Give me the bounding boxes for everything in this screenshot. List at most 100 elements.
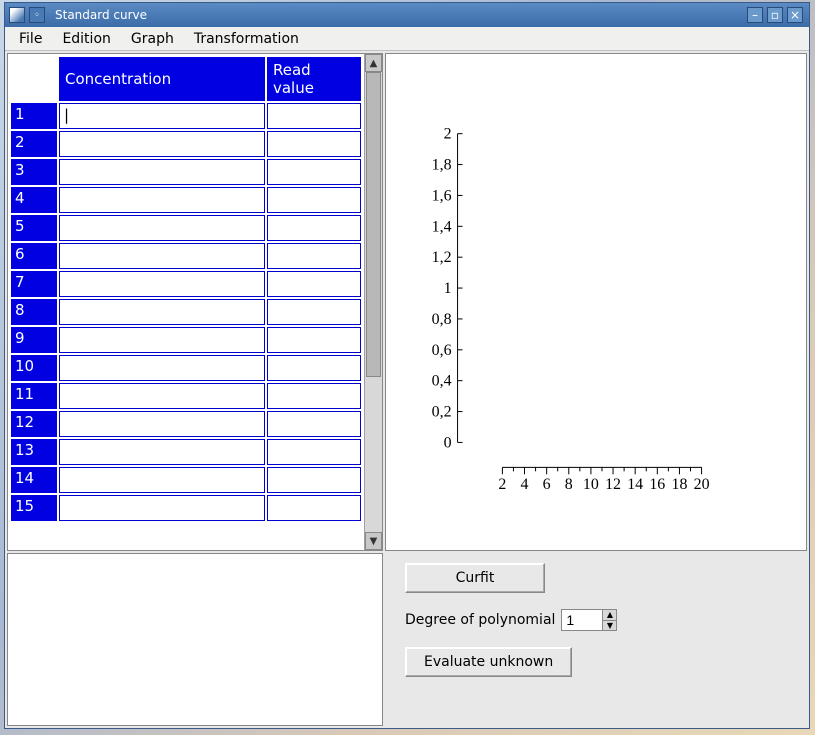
row-header[interactable]: 5 (11, 215, 57, 241)
svg-text:12: 12 (605, 476, 621, 493)
scroll-down-button[interactable]: ▼ (365, 532, 382, 550)
row-header[interactable]: 10 (11, 355, 57, 381)
scroll-track[interactable] (365, 72, 382, 532)
degree-spin-down[interactable]: ▼ (602, 621, 616, 631)
cell-readvalue[interactable] (267, 411, 361, 437)
row-header[interactable]: 12 (11, 411, 57, 437)
cell-readvalue[interactable] (267, 131, 361, 157)
cell-concentration[interactable] (59, 467, 265, 493)
row-header[interactable]: 3 (11, 159, 57, 185)
cell-concentration[interactable] (59, 383, 265, 409)
cell-concentration[interactable] (59, 495, 265, 521)
scroll-thumb[interactable] (366, 72, 381, 377)
cell-concentration[interactable]: | (59, 103, 265, 129)
cell-readvalue[interactable] (267, 187, 361, 213)
row-header[interactable]: 13 (11, 439, 57, 465)
cell-readvalue[interactable] (267, 299, 361, 325)
table-row: 8 (11, 299, 361, 325)
data-table-container: Concentration Read value 1|2345678910111… (7, 53, 383, 551)
svg-text:14: 14 (627, 476, 643, 493)
degree-spin-up[interactable]: ▲ (602, 610, 616, 621)
table-row: 14 (11, 467, 361, 493)
chart-area: 00,20,40,60,811,21,41,61,822468101214161… (385, 53, 807, 551)
cell-readvalue[interactable] (267, 243, 361, 269)
row-header[interactable]: 8 (11, 299, 57, 325)
lower-left-panel (7, 553, 383, 726)
svg-text:1: 1 (444, 280, 452, 297)
cell-concentration[interactable] (59, 187, 265, 213)
cell-concentration[interactable] (59, 355, 265, 381)
titlebar[interactable]: ◦ Standard curve – ▫ × (5, 3, 809, 27)
table-scrollbar[interactable]: ▲ ▼ (364, 54, 382, 550)
row-header[interactable]: 7 (11, 271, 57, 297)
svg-text:0,4: 0,4 (432, 373, 452, 390)
table-row: 6 (11, 243, 361, 269)
cell-readvalue[interactable] (267, 383, 361, 409)
cell-readvalue[interactable] (267, 159, 361, 185)
row-header[interactable]: 11 (11, 383, 57, 409)
cell-concentration[interactable] (59, 299, 265, 325)
col-header-readvalue[interactable]: Read value (267, 57, 361, 101)
svg-text:0: 0 (444, 434, 452, 451)
svg-text:0,2: 0,2 (432, 404, 452, 421)
svg-text:18: 18 (671, 476, 687, 493)
row-header[interactable]: 6 (11, 243, 57, 269)
evaluate-unknown-button[interactable]: Evaluate unknown (405, 647, 572, 677)
cell-concentration[interactable] (59, 243, 265, 269)
row-header[interactable]: 14 (11, 467, 57, 493)
cell-readvalue[interactable] (267, 215, 361, 241)
cell-input[interactable] (64, 107, 260, 124)
svg-text:1,2: 1,2 (432, 249, 452, 266)
cell-concentration[interactable] (59, 439, 265, 465)
close-button[interactable]: × (787, 7, 803, 23)
cell-readvalue[interactable] (267, 271, 361, 297)
cell-concentration[interactable] (59, 131, 265, 157)
table-corner (11, 57, 57, 101)
table-row: 10 (11, 355, 361, 381)
cell-concentration[interactable] (59, 411, 265, 437)
svg-text:1,6: 1,6 (432, 187, 452, 204)
app-window: ◦ Standard curve – ▫ × File Edition Grap… (4, 2, 810, 729)
text-cursor: | (64, 106, 69, 124)
cell-concentration[interactable] (59, 271, 265, 297)
controls-panel: Curfit Degree of polynomial ▲ ▼ Evaluate… (385, 559, 807, 681)
scroll-up-button[interactable]: ▲ (365, 54, 382, 72)
maximize-button[interactable]: ▫ (767, 7, 783, 23)
svg-text:0,8: 0,8 (432, 311, 452, 328)
col-header-concentration[interactable]: Concentration (59, 57, 265, 101)
degree-input[interactable] (562, 610, 602, 630)
svg-text:1,8: 1,8 (432, 157, 452, 174)
svg-text:6: 6 (543, 476, 551, 493)
system-menu-button[interactable]: ◦ (29, 7, 45, 23)
curfit-button[interactable]: Curfit (405, 563, 545, 593)
row-header[interactable]: 15 (11, 495, 57, 521)
cell-readvalue[interactable] (267, 439, 361, 465)
menu-edition[interactable]: Edition (54, 29, 118, 49)
table-row: 11 (11, 383, 361, 409)
row-header[interactable]: 9 (11, 327, 57, 353)
menu-transformation[interactable]: Transformation (186, 29, 307, 49)
minimize-button[interactable]: – (747, 7, 763, 23)
cell-concentration[interactable] (59, 215, 265, 241)
degree-spinbox[interactable]: ▲ ▼ (561, 609, 617, 631)
degree-label: Degree of polynomial (405, 612, 555, 628)
table-row: 9 (11, 327, 361, 353)
cell-concentration[interactable] (59, 159, 265, 185)
cell-concentration[interactable] (59, 327, 265, 353)
cell-readvalue[interactable] (267, 327, 361, 353)
svg-text:16: 16 (649, 476, 665, 493)
cell-readvalue[interactable] (267, 467, 361, 493)
cell-readvalue[interactable] (267, 355, 361, 381)
data-table: Concentration Read value 1|2345678910111… (9, 55, 363, 523)
cell-readvalue[interactable] (267, 103, 361, 129)
menu-file[interactable]: File (11, 29, 50, 49)
menubar: File Edition Graph Transformation (5, 27, 809, 51)
table-row: 7 (11, 271, 361, 297)
row-header[interactable]: 2 (11, 131, 57, 157)
menu-graph[interactable]: Graph (123, 29, 182, 49)
cell-readvalue[interactable] (267, 495, 361, 521)
row-header[interactable]: 1 (11, 103, 57, 129)
row-header[interactable]: 4 (11, 187, 57, 213)
table-row: 1| (11, 103, 361, 129)
table-row: 3 (11, 159, 361, 185)
